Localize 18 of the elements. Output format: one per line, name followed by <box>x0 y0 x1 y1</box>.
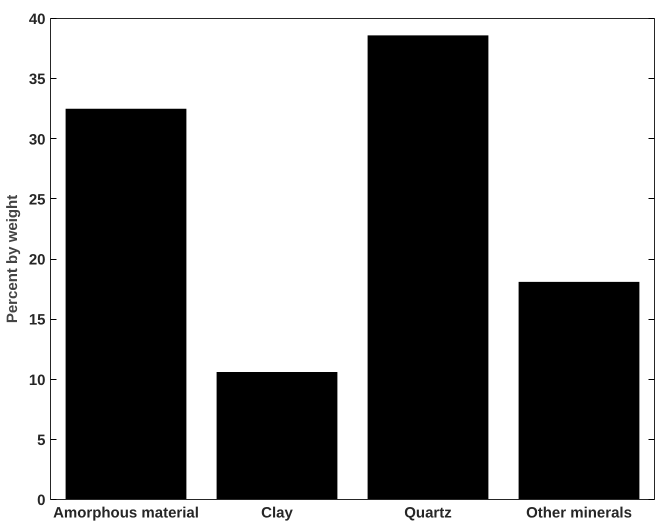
y-tick-label: 30 <box>28 131 46 148</box>
x-tick-label: Other minerals <box>526 504 632 522</box>
y-tick-label: 35 <box>28 71 46 88</box>
bar <box>66 108 186 500</box>
bar <box>518 282 640 500</box>
y-tick-label: 20 <box>28 252 46 268</box>
y-tick-label: 5 <box>37 432 46 449</box>
x-tick-label: Quartz <box>404 504 452 522</box>
y-tick-label: 25 <box>28 191 46 208</box>
y-tick-label: 15 <box>28 312 46 329</box>
x-tick-label: Amorphous material <box>53 504 199 522</box>
bar <box>368 35 488 500</box>
x-tick-label: Clay <box>261 504 294 522</box>
y-tick-label: 10 <box>28 372 46 389</box>
bar <box>216 372 338 500</box>
y-tick-label: 40 <box>28 11 46 28</box>
y-tick-label: 0 <box>37 492 46 509</box>
y-axis-title: Percent by weight <box>4 194 21 324</box>
